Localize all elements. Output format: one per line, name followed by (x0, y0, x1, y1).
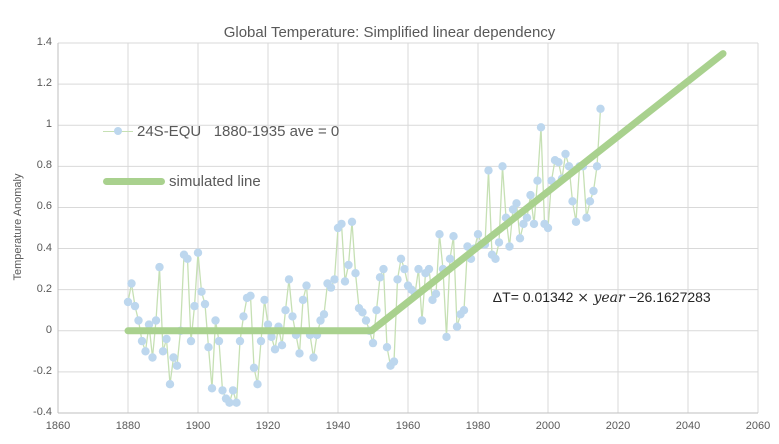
equation-annotation: ΔT= 0.01342 × year −26.1627283 (478, 273, 711, 322)
y-tick-label: 0.6 (36, 200, 52, 213)
axis-lines (57, 43, 758, 414)
y-tick-label: 0.2 (36, 282, 52, 295)
legend-item-simulated-line: simulated line (103, 170, 339, 192)
equation-part1: ΔT= 0.01342 (492, 289, 578, 305)
x-tick-label: 1920 (255, 420, 281, 432)
x-tick-label: 2020 (605, 420, 631, 432)
equation-part2: −26.1627283 (624, 289, 711, 305)
x-tick-label: 1960 (395, 420, 421, 432)
y-tick-label: 0.4 (36, 241, 52, 254)
y-tick-label: 1 (45, 118, 52, 131)
y-tick-label: 0.8 (36, 159, 52, 172)
legend: 24S-EQU 1880-1935 ave = 0 simulated line (103, 120, 339, 220)
chart-title: Global Temperature: Simplified linear de… (223, 24, 556, 41)
simulated-line-sample-icon (103, 177, 165, 185)
temperature-series (123, 104, 605, 407)
x-tick-label: 2060 (745, 420, 771, 432)
x-tick-label: 1880 (115, 420, 141, 432)
y-tick-label: -0.4 (33, 406, 52, 418)
legend-label-simulated-line: simulated line (169, 172, 261, 190)
y-tick-label: 1.4 (36, 36, 52, 48)
simulated-line (124, 50, 727, 335)
x-tick-label: 1940 (325, 420, 351, 432)
y-tick-label: -0.2 (33, 364, 52, 377)
x-tick-label: 2000 (535, 420, 561, 432)
y-tick-label: 0 (45, 323, 52, 336)
x-tick-label: 2040 (675, 420, 701, 432)
equation-variable: year (593, 290, 625, 306)
gridlines (57, 42, 759, 414)
x-tick-label: 1900 (185, 420, 211, 432)
series-marker-icon (103, 127, 133, 136)
y-tick-label: 1.2 (36, 77, 52, 90)
x-tick-label: 1980 (465, 420, 491, 432)
x-tick-label: 1860 (45, 420, 71, 432)
legend-item-24s-equ: 24S-EQU 1880-1935 ave = 0 (103, 120, 339, 142)
equation-operator: × (577, 290, 594, 306)
legend-label-24s-equ: 24S-EQU 1880-1935 ave = 0 (137, 122, 340, 140)
